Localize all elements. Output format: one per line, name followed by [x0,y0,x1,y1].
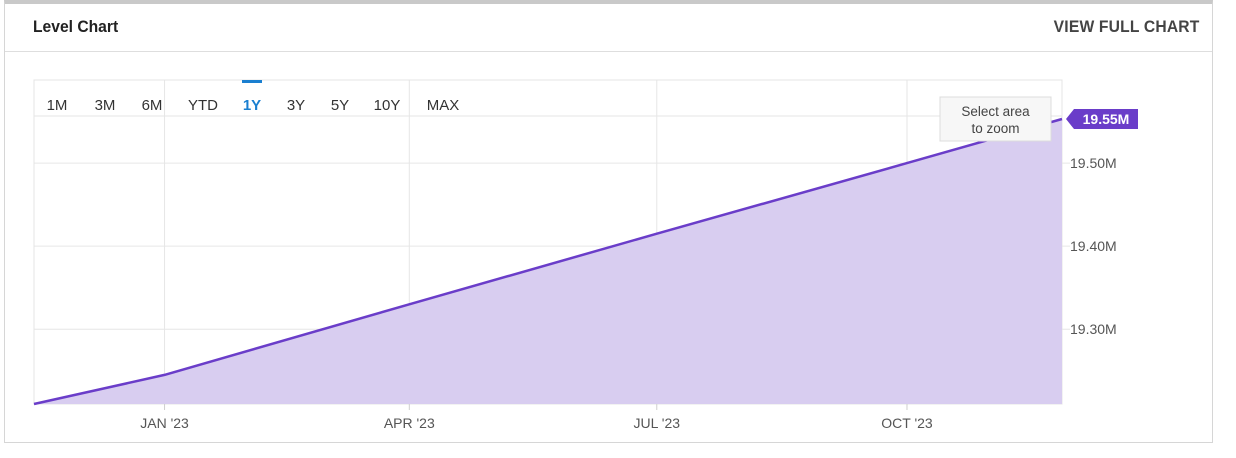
area-fill [34,119,1062,404]
chart-title: Level Chart [33,17,119,36]
x-tick-label: OCT '23 [881,415,933,431]
last-value-label: 19.55M [1083,111,1130,127]
range-button-1y[interactable]: 1Y [243,97,261,114]
range-button-1m[interactable]: 1M [47,97,68,114]
series-line [33,117,1063,406]
x-tick-label: JUL '23 [634,415,681,431]
range-button-5y[interactable]: 5Y [331,97,349,114]
zoom-hint-text: to zoom [971,121,1019,136]
card-header: Level Chart VIEW FULL CHART [5,4,1212,52]
range-button-ytd[interactable]: YTD [188,97,218,114]
y-tick-label: 19.30M [1070,321,1117,337]
x-tick-label: JAN '23 [140,415,189,431]
range-selected-indicator [242,80,262,83]
range-button-6m[interactable]: 6M [142,97,163,114]
range-button-10y[interactable]: 10Y [374,97,401,114]
zoom-hint-text: Select area [961,104,1030,119]
last-value-badge [1066,109,1138,130]
view-full-chart-link[interactable]: VIEW FULL CHART [1054,17,1200,36]
range-button-max[interactable]: MAX [427,97,460,114]
zoom-hint-box [939,96,1052,142]
range-button-3y[interactable]: 3Y [287,97,305,114]
y-tick-label: 19.40M [1070,238,1117,254]
x-tick-label: APR '23 [384,415,435,431]
range-button-3m[interactable]: 3M [95,97,116,114]
y-tick-label: 19.50M [1070,155,1117,171]
